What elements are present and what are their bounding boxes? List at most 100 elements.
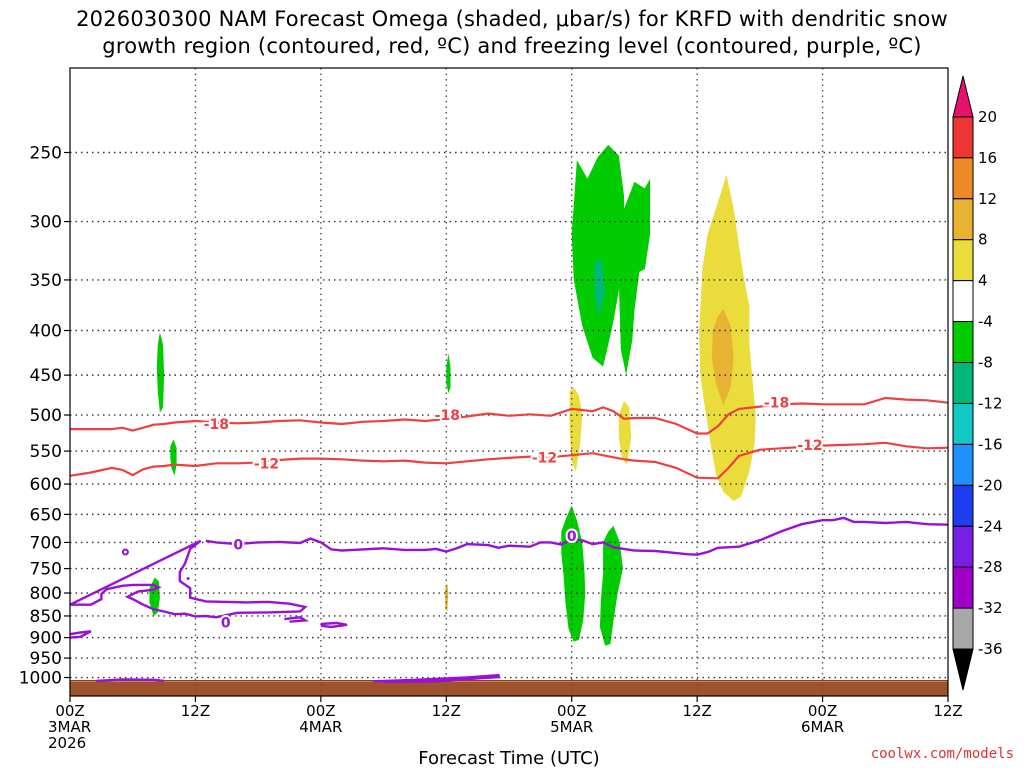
x-tick-label: 12Z xyxy=(181,702,210,720)
colorbar-cell xyxy=(952,321,974,364)
x-tick-label: 3MAR xyxy=(48,718,91,736)
x-tick-label: 2026 xyxy=(48,734,86,752)
omega-patch xyxy=(561,505,586,642)
contour-label-minus12: -12 xyxy=(532,450,557,466)
colorbar-label: -12 xyxy=(978,394,1003,412)
y-tick-label: 650 xyxy=(30,505,62,525)
colorbar-cell xyxy=(952,525,974,568)
contour-label-minus18: -18 xyxy=(435,408,460,424)
omega-patch xyxy=(711,309,734,406)
omega-shading xyxy=(149,144,756,646)
omega-patch xyxy=(618,401,632,465)
colorbar-label: -8 xyxy=(978,354,993,372)
colorbar-cell xyxy=(952,484,974,527)
x-tick-label: 12Z xyxy=(933,702,962,720)
freezing-level-contour-dot xyxy=(121,548,129,556)
y-tick-label: 800 xyxy=(30,584,62,604)
y-tick-label: 300 xyxy=(30,213,62,233)
colorbar-label: -20 xyxy=(978,476,1003,494)
x-tick-label: 4MAR xyxy=(299,718,342,736)
colorbar-cell xyxy=(952,607,974,650)
omega-patch xyxy=(156,332,165,413)
y-tick-label: 550 xyxy=(30,442,62,462)
colorbar-label: 12 xyxy=(978,190,997,208)
freezing-level-contour-fragment xyxy=(320,621,348,629)
dgz-minus18-contour xyxy=(70,396,949,435)
contour-lines: -18 -18 -18 -12 -12 -12 0 0 0 xyxy=(69,394,949,684)
omega-patch xyxy=(571,144,624,367)
omega-patch xyxy=(594,257,606,316)
colorbar-cell xyxy=(952,566,974,609)
x-tick-label: 12Z xyxy=(682,702,711,720)
contour-label-freezing: 0 xyxy=(221,616,231,632)
freezing-level-contour-fragment xyxy=(284,616,310,623)
colorbar-cell xyxy=(952,198,974,241)
freezing-level-contour-lower xyxy=(69,539,308,619)
chart-title-line-1: 2026030300 NAM Forecast Omega (shaded, μ… xyxy=(76,7,948,31)
x-tick-label: 6MAR xyxy=(801,718,844,736)
x-tick-label: 00Z xyxy=(55,702,84,720)
colorbar-label: 16 xyxy=(978,149,997,167)
contour-label-minus18: -18 xyxy=(204,417,229,433)
y-tick-label: 700 xyxy=(30,533,62,553)
omega-patch xyxy=(446,353,451,394)
colorbar-cell xyxy=(952,157,974,200)
omega-patch xyxy=(599,525,623,646)
y-tick-label: 750 xyxy=(30,560,62,580)
source-credit: coolwx.com/models xyxy=(870,746,1014,762)
y-tick-label: 450 xyxy=(30,366,62,386)
freezing-level-contour-dot xyxy=(186,577,190,581)
y-tick-label: 850 xyxy=(30,607,62,627)
colorbar-cell xyxy=(952,402,974,445)
omega-patch xyxy=(626,178,651,275)
colorbar-label: -24 xyxy=(978,517,1003,535)
y-tick-label: 400 xyxy=(30,322,62,342)
x-axis-label: Forecast Time (UTC) xyxy=(418,748,599,768)
dgz-minus12-contour xyxy=(69,441,949,480)
contour-label-minus12: -12 xyxy=(254,456,279,472)
colorbar-cell xyxy=(952,280,974,323)
colorbar-label: -16 xyxy=(978,435,1003,453)
colorbar-label: -4 xyxy=(978,313,993,331)
colorbar-label: 20 xyxy=(978,108,997,126)
contour-label-freezing: 0 xyxy=(567,529,577,545)
y-tick-label: 500 xyxy=(30,406,62,426)
colorbar-cell xyxy=(952,239,974,282)
y-tick-label: 600 xyxy=(30,475,62,495)
colorbar-cell xyxy=(952,362,974,404)
terrain-block xyxy=(70,681,948,696)
colorbar-cell xyxy=(952,443,974,486)
chart-title-line-2: growth region (contoured, red, ºC) and f… xyxy=(102,34,922,58)
colorbar-label: -36 xyxy=(978,640,1003,658)
omega-patch xyxy=(170,439,177,476)
freezing-level-contour-fragment xyxy=(69,630,92,639)
colorbar-label: -28 xyxy=(978,558,1003,576)
colorbar-label: -32 xyxy=(978,599,1003,617)
colorbar: 20 16 12 8 4 -4 -8 -12 -16 -20 -24 -28 -32 -36 xyxy=(952,75,1003,691)
x-tick-label: 12Z xyxy=(432,702,461,720)
x-tick-label: 00Z xyxy=(306,702,335,720)
plot-frame xyxy=(69,67,949,697)
axes: 2503003504004505005506006507007508008509… xyxy=(19,67,963,768)
colorbar-cell xyxy=(952,116,974,159)
freezing-level-contour xyxy=(205,516,949,556)
freezing-level-contour-fragment xyxy=(373,673,500,684)
terrain-fill xyxy=(70,680,948,696)
x-tick-label: 00Z xyxy=(557,702,586,720)
y-tick-label: 900 xyxy=(30,629,62,649)
freezing-level-contour-fragment xyxy=(96,678,165,683)
contour-label-freezing: 0 xyxy=(233,538,243,554)
x-tick-label: 00Z xyxy=(808,702,837,720)
x-tick-label: 5MAR xyxy=(550,718,593,736)
y-tick-label: 350 xyxy=(30,271,62,291)
contour-label-minus12: -12 xyxy=(797,438,822,454)
colorbar-label: 4 xyxy=(978,272,988,290)
y-tick-label: 950 xyxy=(30,649,62,669)
contour-label-minus18: -18 xyxy=(764,396,789,412)
chart-title: 2026030300 NAM Forecast Omega (shaded, μ… xyxy=(0,6,1024,60)
grid-lines xyxy=(70,68,948,696)
y-tick-label: 250 xyxy=(30,144,62,164)
colorbar-cell-top xyxy=(952,75,974,118)
y-tick-label: 1000 xyxy=(19,669,62,689)
